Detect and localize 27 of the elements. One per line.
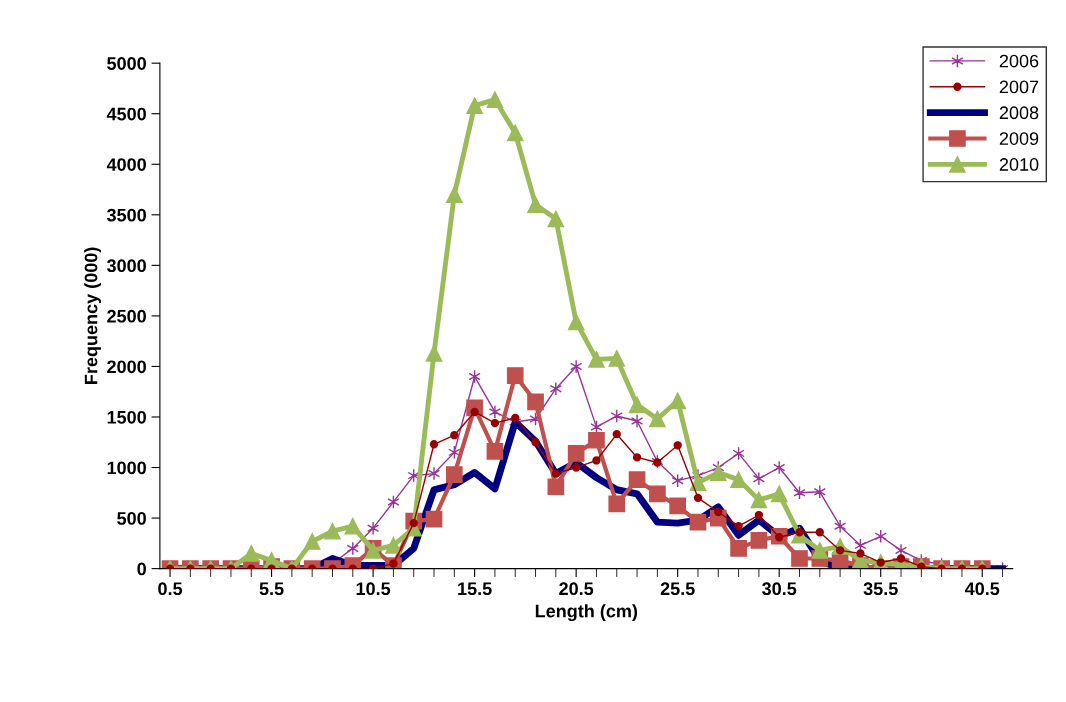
y-tick-label: 0: [137, 562, 146, 576]
x-tick-label: 30.5: [762, 582, 797, 596]
y-tick-label: 2000: [107, 360, 146, 374]
x-tick-label: 0.5: [158, 582, 183, 596]
y-tick-label: 1500: [107, 410, 146, 424]
legend-label: 2009: [999, 132, 1039, 145]
y-tick-label: 3000: [106, 259, 146, 273]
x-tick-label: 25.5: [660, 582, 695, 596]
x-axis-title: Length (cm): [535, 604, 638, 622]
y-tick-label: 500: [117, 512, 146, 525]
x-tick-label: 35.5: [863, 582, 898, 596]
y-tick-label: 5000: [107, 57, 146, 70]
y-tick-label: 2500: [107, 309, 146, 323]
y-axis-title: Frequency (000): [84, 247, 101, 384]
y-tick-label: 4500: [106, 107, 146, 121]
x-tick-label: 10.5: [356, 582, 391, 596]
legend-label: 2007: [999, 80, 1039, 94]
y-tick-label: 4000: [106, 158, 146, 171]
x-tick-label: 5.5: [259, 582, 284, 596]
legend-label: 2010: [999, 158, 1039, 171]
legend-label: 2008: [999, 106, 1039, 120]
y-tick-label: 1000: [107, 461, 146, 475]
x-tick-label: 40.5: [964, 582, 1000, 596]
x-tick-label: 15.5: [458, 582, 492, 596]
legend-label: 2006: [999, 54, 1039, 68]
y-tick-label: 3500: [106, 208, 146, 222]
x-tick-label: 20.5: [559, 582, 594, 596]
